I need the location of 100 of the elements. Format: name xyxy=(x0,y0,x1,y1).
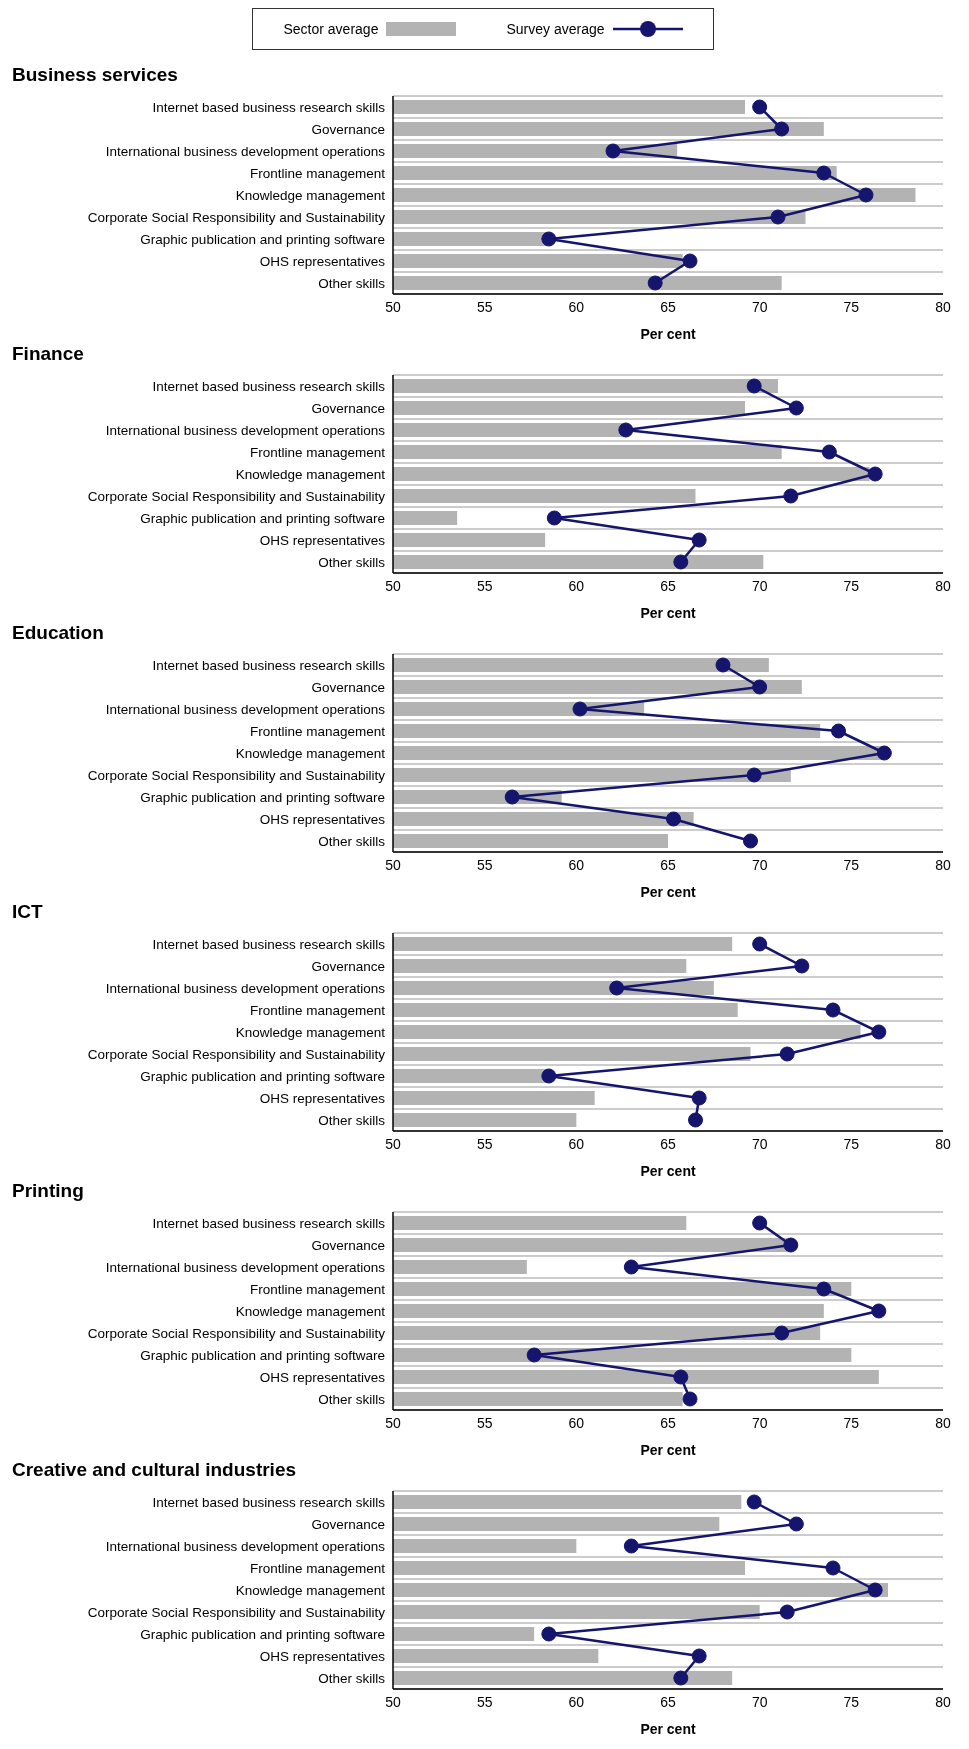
x-tick-label: 50 xyxy=(385,856,401,873)
point xyxy=(691,532,707,548)
x-tick-label: 55 xyxy=(476,298,493,315)
y-tick-label: Frontline management xyxy=(249,444,386,460)
x-tick-label: 65 xyxy=(660,1135,676,1152)
x-tick-label: 55 xyxy=(476,1135,493,1152)
point xyxy=(682,253,698,269)
point xyxy=(623,1259,639,1275)
point xyxy=(867,466,883,482)
x-axis-title: Per cent xyxy=(640,1721,696,1737)
y-tick-label: Corporate Social Responsibility and Sustainability xyxy=(87,209,386,225)
point xyxy=(666,811,681,827)
x-tick-label: 70 xyxy=(751,1135,768,1152)
point xyxy=(752,679,768,695)
point xyxy=(831,723,846,739)
point xyxy=(774,1325,790,1341)
point xyxy=(821,444,837,460)
point xyxy=(871,1024,887,1040)
point xyxy=(816,1281,832,1297)
x-tick-label: 50 xyxy=(385,1135,401,1152)
x-tick-label: 80 xyxy=(935,298,951,315)
y-tick-label: Other skills xyxy=(318,1112,386,1128)
y-tick-label: Graphic publication and printing software xyxy=(140,1068,385,1084)
x-tick-label: 70 xyxy=(751,1693,768,1710)
y-tick-label: Graphic publication and printing software xyxy=(140,789,385,805)
y-tick-label: Internet based business research skills xyxy=(152,99,386,115)
x-tick-label: 75 xyxy=(843,1135,860,1152)
point xyxy=(673,554,689,570)
x-tick-label: 75 xyxy=(843,577,860,594)
y-tick-label: Knowledge management xyxy=(235,1024,386,1040)
x-tick-label: 65 xyxy=(660,1414,676,1431)
point xyxy=(788,400,804,416)
y-tick-label: Frontline management xyxy=(249,723,386,739)
y-tick-label: Knowledge management xyxy=(235,466,386,482)
x-tick-label: 60 xyxy=(568,1135,585,1152)
point xyxy=(682,1391,698,1407)
point xyxy=(867,1582,883,1598)
point xyxy=(752,936,768,952)
text: Printing xyxy=(12,1180,85,1202)
point xyxy=(825,1002,841,1018)
x-tick-label: 70 xyxy=(751,1414,768,1431)
point xyxy=(783,488,799,504)
y-tick-label: International business development operations xyxy=(105,1259,386,1275)
text: Business services xyxy=(12,64,179,86)
point xyxy=(605,143,621,159)
x-axis-title: Per cent xyxy=(640,1442,696,1458)
y-tick-label: Frontline management xyxy=(249,1560,386,1576)
point xyxy=(572,701,588,717)
y-tick-label: Other skills xyxy=(318,554,386,570)
point xyxy=(774,121,790,137)
y-tick-label: OHS representatives xyxy=(259,1648,386,1664)
point xyxy=(546,510,562,526)
point xyxy=(541,231,557,247)
legend-label: Sector average xyxy=(283,21,379,37)
y-tick-label: Other skills xyxy=(318,275,386,291)
y-tick-label: International business development operations xyxy=(105,980,386,996)
point xyxy=(688,1112,703,1128)
point xyxy=(541,1626,557,1642)
y-tick-label: Governance xyxy=(311,679,385,695)
point xyxy=(623,1538,639,1554)
y-tick-label: Frontline management xyxy=(249,165,386,181)
x-tick-label: 50 xyxy=(385,298,401,315)
x-tick-label: 55 xyxy=(476,1414,493,1431)
legend-label: Survey average xyxy=(506,21,605,37)
text: Creative and cultural industries xyxy=(12,1459,298,1481)
point xyxy=(691,1648,707,1664)
point xyxy=(526,1347,542,1363)
point xyxy=(779,1604,795,1620)
x-tick-label: 70 xyxy=(751,577,768,594)
y-tick-label: Corporate Social Responsibility and Sustainability xyxy=(87,1325,386,1341)
x-tick-label: 50 xyxy=(385,1414,401,1431)
text: Finance xyxy=(12,343,85,365)
x-axis-title: Per cent xyxy=(640,326,696,342)
point xyxy=(746,767,762,783)
point xyxy=(783,1237,799,1253)
x-tick-label: 60 xyxy=(568,1414,585,1431)
x-tick-label: 65 xyxy=(660,856,676,873)
x-tick-label: 55 xyxy=(476,577,493,594)
x-tick-label: 70 xyxy=(751,298,768,315)
point xyxy=(871,1303,887,1319)
x-tick-label: 80 xyxy=(935,1414,951,1431)
y-tick-label: Corporate Social Responsibility and Sustainability xyxy=(87,767,386,783)
point xyxy=(691,1090,707,1106)
y-tick-label: Other skills xyxy=(318,1670,386,1686)
x-tick-label: 60 xyxy=(568,298,585,315)
point xyxy=(794,958,810,974)
point xyxy=(673,1670,689,1686)
text: Education xyxy=(12,622,105,644)
x-tick-label: 80 xyxy=(935,577,951,594)
point xyxy=(618,422,634,438)
x-tick-label: 75 xyxy=(843,1414,860,1431)
point xyxy=(746,1494,762,1510)
x-tick-label: 55 xyxy=(476,856,493,873)
point xyxy=(816,165,832,181)
y-tick-label: OHS representatives xyxy=(259,1369,386,1385)
point xyxy=(743,833,758,849)
y-tick-label: International business development operations xyxy=(105,422,386,438)
y-tick-label: Frontline management xyxy=(249,1002,386,1018)
x-axis-title: Per cent xyxy=(640,884,696,900)
x-tick-label: 50 xyxy=(385,1693,401,1710)
